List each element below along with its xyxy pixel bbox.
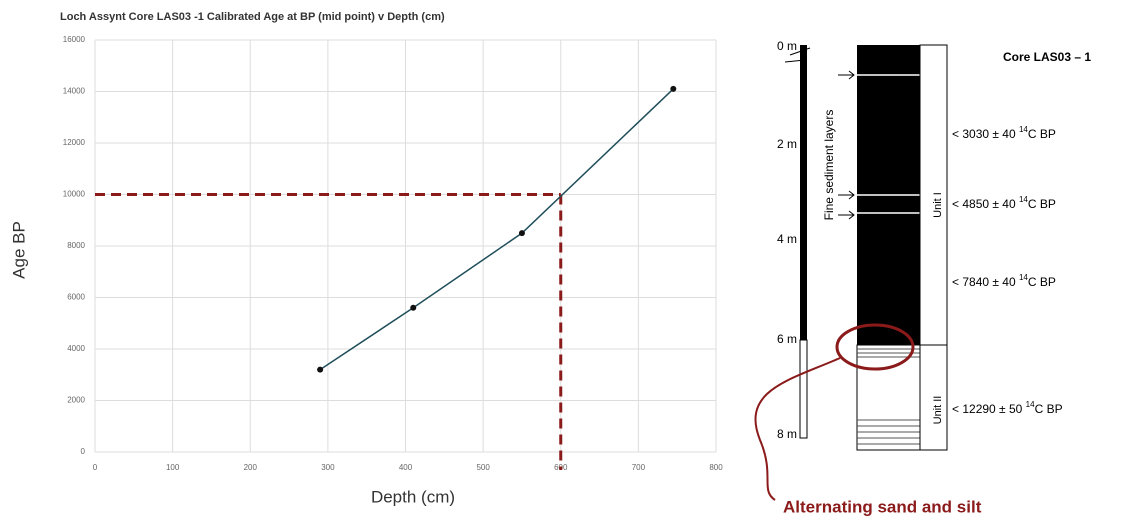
- depth-label: 8 m: [777, 427, 797, 441]
- x-tick-label: 200: [244, 463, 258, 472]
- date-label: < 4850 ± 40 14C BP: [952, 195, 1056, 211]
- date-sup: 14: [1019, 195, 1028, 204]
- date-suffix: C BP: [1028, 275, 1056, 289]
- series-line: [319, 88, 674, 371]
- pointer: [754, 357, 841, 501]
- point: [317, 366, 324, 373]
- date-text: < 7840 ± 40: [952, 275, 1019, 289]
- y-tick-label: 8000: [67, 241, 85, 250]
- x-tick-label: 0: [93, 463, 98, 472]
- x-tick-label: 800: [709, 463, 723, 472]
- y-axis-label: Age BP: [9, 221, 28, 279]
- y-tick-label: 12000: [63, 138, 86, 147]
- y-tick-label: 14000: [63, 87, 86, 96]
- annotation: Alternating sand and silt: [783, 497, 982, 516]
- x-tick-label: 400: [399, 463, 413, 472]
- unit-label: Unit I: [932, 192, 944, 218]
- y-tick-label: 4000: [67, 344, 85, 353]
- point: [670, 85, 677, 92]
- y-tick-label: 0: [81, 447, 86, 456]
- core-title: Core LAS03 – 1: [1003, 50, 1091, 64]
- x-tick-label: 100: [166, 463, 180, 472]
- date-label: < 12290 ± 50 14C BP: [952, 400, 1063, 416]
- depth-bar: [800, 45, 807, 340]
- side-label: Fine sediment layers: [822, 110, 836, 221]
- depth-bar: [799, 339, 808, 439]
- point: [410, 304, 417, 311]
- depth-label: 4 m: [777, 232, 797, 246]
- date-suffix: C BP: [1035, 402, 1063, 416]
- date-text: < 4850 ± 40: [952, 197, 1019, 211]
- core-diagram: 0 m 2 m 4 m 6 m 8 m Fine sediment layers…: [754, 39, 1091, 516]
- y-tick-label: 10000: [63, 190, 86, 199]
- date-suffix: C BP: [1028, 127, 1056, 141]
- date-suffix: C BP: [1028, 197, 1056, 211]
- arrows: [784, 47, 855, 220]
- stripes: [857, 348, 920, 445]
- date-text: < 3030 ± 40: [952, 127, 1019, 141]
- point: [518, 230, 525, 237]
- date-sup: 14: [1026, 400, 1035, 409]
- depth-label: 0 m: [777, 39, 797, 53]
- unit-label: Unit II: [932, 396, 944, 425]
- date-sup: 14: [1019, 125, 1028, 134]
- date-sup: 14: [1019, 273, 1028, 282]
- depth-label: 6 m: [777, 332, 797, 346]
- x-tick-label: 700: [632, 463, 646, 472]
- date-label: < 7840 ± 40 14C BP: [952, 273, 1056, 289]
- unit-box: [919, 344, 948, 451]
- chart-title: Loch Assynt Core LAS03 -1 Calibrated Age…: [60, 11, 445, 23]
- depth-label: 2 m: [777, 137, 797, 151]
- date-text: < 12290 ± 50: [952, 402, 1026, 416]
- y-tick-label: 6000: [67, 293, 85, 302]
- y-tick-label: 16000: [63, 35, 86, 44]
- highlight-ellipse: [835, 323, 915, 371]
- x-axis-label: Depth (cm): [371, 487, 455, 506]
- date-label: < 3030 ± 40 14C BP: [952, 125, 1056, 141]
- core-white: [856, 344, 921, 451]
- x-tick-label: 300: [321, 463, 335, 472]
- x-tick-label: 500: [476, 463, 490, 472]
- y-tick-label: 2000: [67, 396, 85, 405]
